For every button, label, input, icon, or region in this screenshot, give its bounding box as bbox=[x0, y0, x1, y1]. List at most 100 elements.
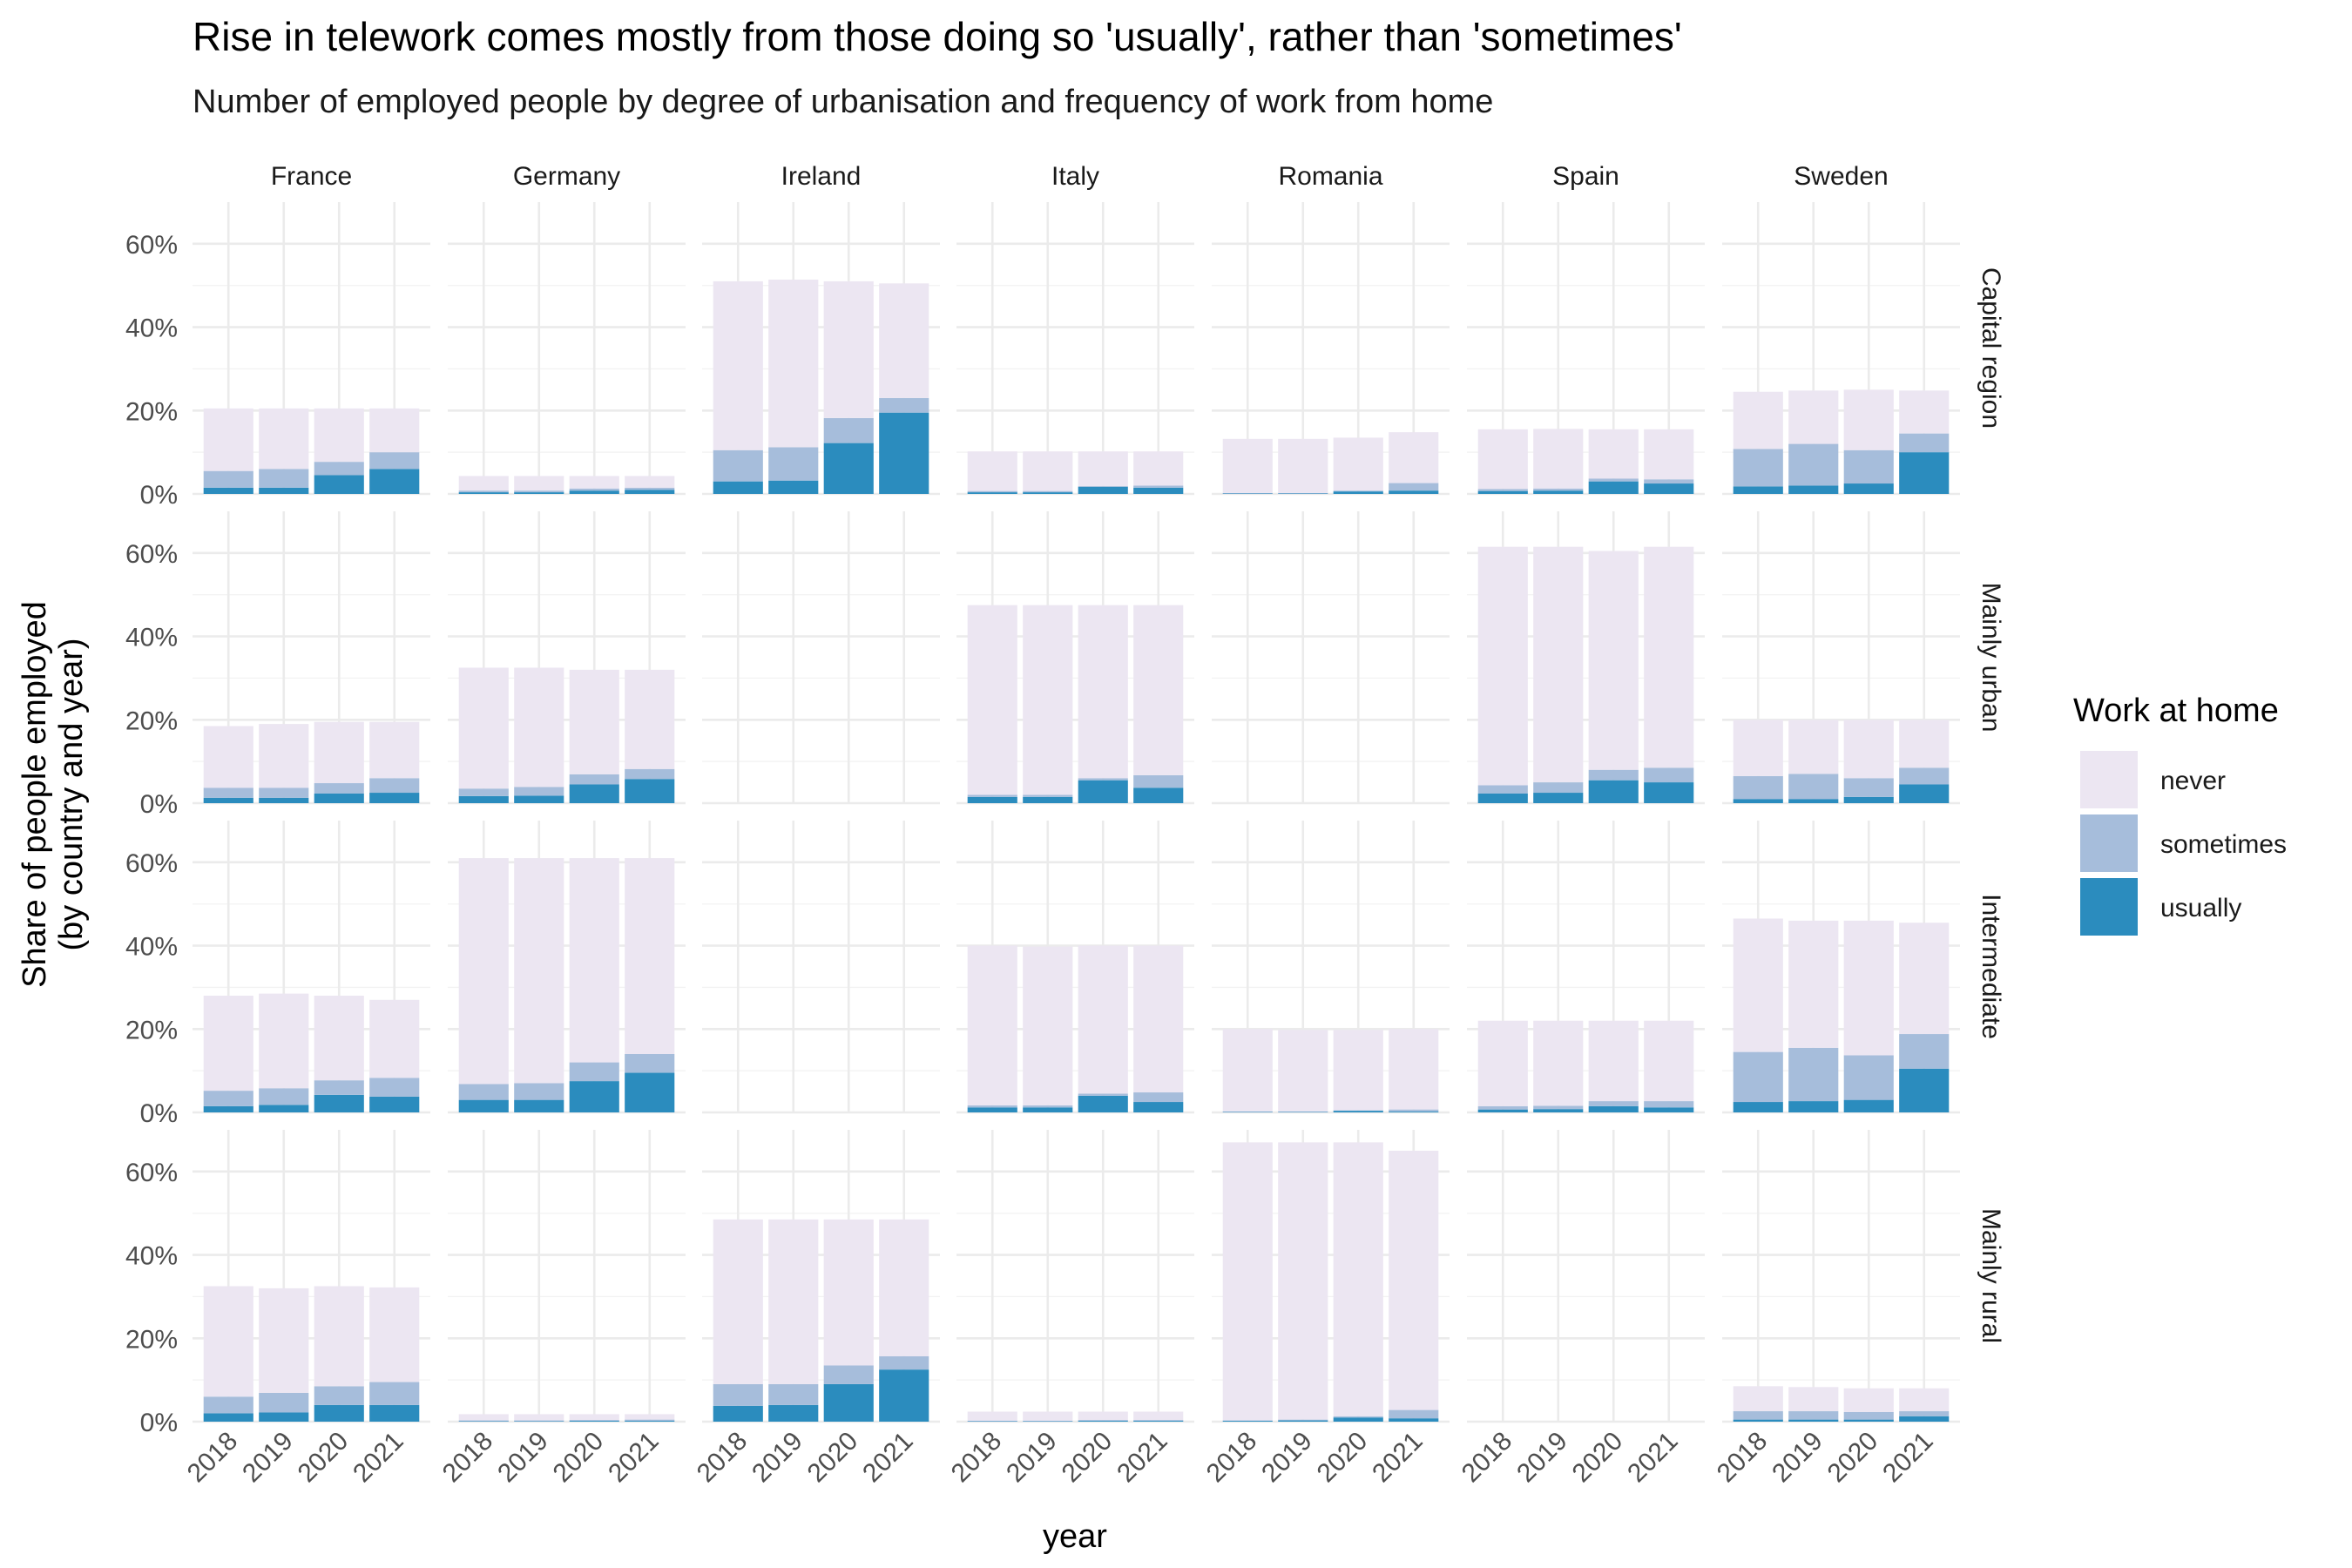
bar-usually-mainly-urban-france-2019 bbox=[259, 797, 309, 803]
panel-mainly-urban-germany bbox=[448, 511, 686, 805]
bar-never-mainly-rural-romania-2019 bbox=[1278, 1142, 1328, 1420]
bar-usually-intermediate-france-2018 bbox=[203, 1105, 253, 1112]
x-tick-label: 2018 bbox=[1201, 1427, 1263, 1489]
x-tick-label: 2021 bbox=[1622, 1427, 1684, 1489]
bar-never-intermediate-spain-2019 bbox=[1533, 1020, 1584, 1106]
bar-sometimes-mainly-urban-italy-2018 bbox=[967, 794, 1017, 797]
bar-usually-mainly-urban-france-2020 bbox=[314, 793, 364, 803]
bar-sometimes-capital-region-germany-2019 bbox=[514, 490, 564, 493]
bar-never-intermediate-france-2021 bbox=[369, 999, 420, 1078]
bar-never-intermediate-romania-2018 bbox=[1222, 1029, 1273, 1112]
column-strip-label: France bbox=[271, 162, 352, 191]
panel-intermediate-ireland bbox=[702, 821, 940, 1114]
bar-sometimes-intermediate-france-2021 bbox=[369, 1078, 420, 1097]
bar-usually-mainly-rural-france-2021 bbox=[369, 1404, 420, 1422]
bar-sometimes-intermediate-france-2020 bbox=[314, 1080, 364, 1095]
panel-intermediate-italy bbox=[956, 821, 1194, 1114]
bar-never-capital-region-italy-2020 bbox=[1078, 451, 1128, 486]
bar-never-capital-region-spain-2021 bbox=[1644, 429, 1694, 480]
bar-sometimes-mainly-urban-sweden-2020 bbox=[1843, 778, 1894, 797]
x-tick-label: 2018 bbox=[946, 1427, 1008, 1489]
bar-usually-capital-region-ireland-2020 bbox=[823, 443, 874, 494]
bar-sometimes-mainly-rural-italy-2020 bbox=[1078, 1420, 1128, 1422]
bar-never-mainly-rural-sweden-2020 bbox=[1843, 1388, 1894, 1412]
bar-usually-capital-region-italy-2020 bbox=[1078, 486, 1128, 494]
panel-mainly-rural-sweden bbox=[1722, 1130, 1960, 1423]
bar-sometimes-capital-region-germany-2021 bbox=[625, 487, 675, 490]
bar-sometimes-mainly-urban-germany-2019 bbox=[514, 787, 564, 796]
bar-usually-capital-region-spain-2019 bbox=[1533, 490, 1584, 494]
bar-sometimes-intermediate-germany-2020 bbox=[569, 1062, 619, 1082]
bar-sometimes-mainly-rural-romania-2020 bbox=[1333, 1416, 1383, 1418]
bar-sometimes-mainly-urban-sweden-2019 bbox=[1788, 774, 1839, 800]
bar-usually-mainly-rural-italy-2020 bbox=[1078, 1421, 1128, 1422]
bar-usually-capital-region-italy-2018 bbox=[967, 492, 1017, 494]
panel-mainly-urban-france bbox=[193, 511, 430, 805]
bar-never-capital-region-france-2020 bbox=[314, 408, 364, 463]
bar-sometimes-mainly-urban-spain-2018 bbox=[1477, 785, 1528, 794]
bar-sometimes-mainly-urban-france-2019 bbox=[259, 787, 309, 798]
bar-usually-mainly-rural-ireland-2018 bbox=[713, 1405, 763, 1422]
bar-usually-capital-region-ireland-2019 bbox=[768, 480, 819, 494]
bar-never-mainly-rural-romania-2020 bbox=[1333, 1142, 1383, 1416]
bar-usually-mainly-urban-italy-2021 bbox=[1133, 787, 1184, 803]
bar-never-capital-region-ireland-2021 bbox=[879, 283, 929, 398]
panel-capital-region-sweden bbox=[1722, 202, 1960, 496]
panel-capital-region-romania bbox=[1212, 202, 1450, 496]
bar-never-capital-region-romania-2021 bbox=[1389, 432, 1439, 483]
bar-sometimes-capital-region-italy-2020 bbox=[1078, 485, 1128, 487]
bar-sometimes-mainly-rural-ireland-2021 bbox=[879, 1355, 929, 1370]
bar-usually-mainly-rural-sweden-2020 bbox=[1843, 1419, 1894, 1422]
bar-never-capital-region-ireland-2018 bbox=[713, 280, 763, 450]
bar-never-mainly-urban-sweden-2021 bbox=[1899, 720, 1950, 768]
bar-sometimes-mainly-rural-germany-2021 bbox=[625, 1419, 675, 1422]
bar-never-capital-region-germany-2018 bbox=[458, 476, 509, 491]
bar-usually-capital-region-italy-2021 bbox=[1133, 487, 1184, 494]
bar-sometimes-capital-region-sweden-2021 bbox=[1899, 433, 1950, 453]
bar-never-mainly-rural-france-2020 bbox=[314, 1286, 364, 1387]
bar-never-capital-region-romania-2020 bbox=[1333, 437, 1383, 491]
row-strip-label: Mainly rural bbox=[1977, 1208, 2005, 1343]
bar-never-mainly-rural-ireland-2018 bbox=[713, 1219, 763, 1384]
bar-never-mainly-rural-germany-2020 bbox=[569, 1414, 619, 1421]
x-tick-label: 2018 bbox=[1712, 1427, 1774, 1489]
bar-sometimes-capital-region-ireland-2018 bbox=[713, 449, 763, 482]
bar-sometimes-capital-region-germany-2020 bbox=[569, 488, 619, 491]
bar-usually-mainly-rural-france-2020 bbox=[314, 1404, 364, 1422]
x-tick-label: 2020 bbox=[548, 1427, 610, 1489]
bar-never-capital-region-france-2018 bbox=[203, 408, 253, 471]
bar-usually-capital-region-spain-2020 bbox=[1588, 481, 1639, 494]
y-tick-label: 20% bbox=[125, 397, 178, 426]
bar-sometimes-intermediate-sweden-2021 bbox=[1899, 1034, 1950, 1069]
bar-sometimes-mainly-urban-germany-2020 bbox=[569, 774, 619, 785]
bar-sometimes-mainly-rural-ireland-2018 bbox=[713, 1383, 763, 1406]
bar-never-mainly-rural-ireland-2021 bbox=[879, 1219, 929, 1356]
x-tick-label: 2018 bbox=[437, 1427, 499, 1489]
bar-usually-capital-region-ireland-2018 bbox=[713, 481, 763, 494]
y-tick-label: 40% bbox=[125, 1242, 178, 1271]
bar-sometimes-intermediate-spain-2021 bbox=[1644, 1101, 1694, 1108]
bar-never-mainly-rural-germany-2019 bbox=[514, 1414, 564, 1421]
column-strip-label: Germany bbox=[513, 162, 620, 191]
y-tick-label: 0% bbox=[140, 790, 178, 819]
bar-never-intermediate-france-2020 bbox=[314, 996, 364, 1081]
bar-usually-mainly-rural-germany-2020 bbox=[569, 1421, 619, 1422]
y-tick-label: 60% bbox=[125, 849, 178, 878]
y-tick-label: 40% bbox=[125, 624, 178, 652]
bar-usually-mainly-urban-france-2021 bbox=[369, 793, 420, 803]
bar-never-intermediate-spain-2020 bbox=[1588, 1020, 1639, 1102]
panel-mainly-rural-germany bbox=[448, 1130, 686, 1423]
bar-usually-intermediate-spain-2021 bbox=[1644, 1107, 1694, 1112]
bar-sometimes-capital-region-ireland-2020 bbox=[823, 417, 874, 443]
bar-sometimes-mainly-rural-france-2020 bbox=[314, 1386, 364, 1405]
bar-never-mainly-urban-italy-2019 bbox=[1023, 605, 1073, 795]
x-tick-label: 2018 bbox=[692, 1427, 754, 1489]
bar-sometimes-mainly-rural-sweden-2020 bbox=[1843, 1411, 1894, 1420]
bar-usually-mainly-urban-italy-2020 bbox=[1078, 780, 1128, 803]
y-tick-label: 0% bbox=[140, 1099, 178, 1128]
bar-never-capital-region-spain-2018 bbox=[1477, 429, 1528, 490]
row-strip-label: Mainly urban bbox=[1977, 583, 2005, 733]
bar-never-mainly-urban-germany-2020 bbox=[569, 669, 619, 774]
bar-sometimes-mainly-urban-france-2021 bbox=[369, 778, 420, 794]
